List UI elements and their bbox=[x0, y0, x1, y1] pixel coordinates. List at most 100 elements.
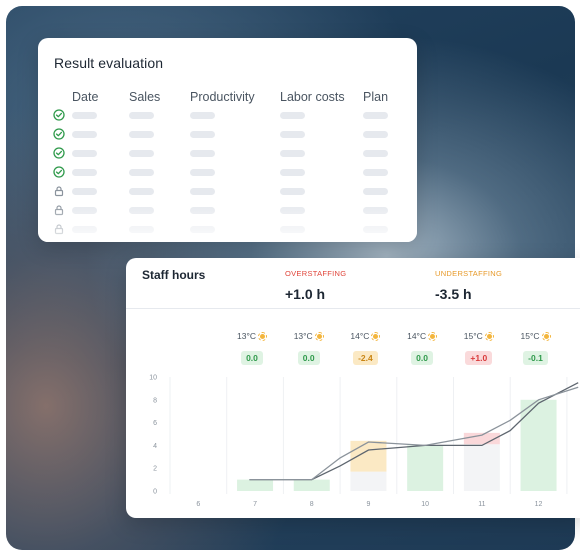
sun-icon bbox=[258, 331, 267, 341]
placeholder-bar bbox=[190, 169, 215, 176]
sun-icon bbox=[484, 331, 494, 341]
y-tick-label: 10 bbox=[149, 375, 157, 382]
x-tick-label: 11 bbox=[478, 501, 485, 508]
placeholder-bar bbox=[190, 112, 215, 119]
bar-segment bbox=[293, 479, 330, 491]
staffing-delta-badge: 0.0 bbox=[297, 351, 320, 365]
staff-hours-chart: 0 2 4 6 8 10 6 7 8 9 10 11 12 bbox=[149, 375, 579, 508]
temperature: 13°C bbox=[294, 331, 324, 341]
column-productivity: Productivity bbox=[190, 90, 255, 104]
placeholder-bar bbox=[129, 188, 154, 195]
x-tick-label: 7 bbox=[253, 501, 257, 508]
placeholder-bar bbox=[190, 131, 215, 138]
day-summary: 15°C +1.0 bbox=[453, 326, 505, 366]
sun-icon bbox=[541, 331, 551, 341]
column-labor-costs: Labor costs bbox=[280, 90, 345, 104]
check-circle-icon bbox=[53, 147, 65, 159]
y-tick-label: 8 bbox=[153, 397, 157, 404]
placeholder-bar bbox=[280, 169, 305, 176]
day-summary: 14°C -2.4 bbox=[339, 326, 391, 366]
bar-segment bbox=[520, 399, 557, 491]
header-divider bbox=[126, 308, 580, 309]
placeholder-bar bbox=[129, 112, 154, 119]
bar-segment bbox=[463, 432, 500, 445]
placeholder-bar bbox=[129, 150, 154, 157]
staff-hours-title: Staff hours bbox=[142, 268, 206, 282]
day-summary: 13°C 0.0 bbox=[283, 326, 335, 366]
placeholder-bar bbox=[72, 150, 97, 157]
understaffing-value: -3.5 h bbox=[435, 286, 472, 302]
evaluation-row bbox=[38, 106, 417, 125]
column-plan: Plan bbox=[363, 90, 389, 104]
bar-segment bbox=[407, 445, 444, 491]
result-evaluation-card: Result evaluation Date Sales Productivit… bbox=[38, 38, 417, 242]
placeholder-bar bbox=[72, 188, 97, 195]
evaluation-row bbox=[38, 163, 417, 182]
evaluation-row bbox=[38, 182, 417, 201]
check-circle-icon bbox=[53, 109, 65, 121]
result-evaluation-title: Result evaluation bbox=[54, 55, 164, 71]
staff-hours-card: Staff hours OVERSTAFFING +1.0 h UNDERSTA… bbox=[126, 258, 580, 518]
placeholder-bar bbox=[363, 150, 388, 157]
x-tick-label: 12 bbox=[535, 501, 543, 508]
check-circle-icon bbox=[53, 166, 65, 178]
staffing-delta-badge: +1.0 bbox=[465, 351, 493, 365]
temperature-value: 15°C bbox=[463, 331, 483, 341]
sun-icon bbox=[428, 331, 438, 341]
lock-icon bbox=[54, 186, 64, 197]
placeholder-bar bbox=[129, 169, 154, 176]
overstaffing-value: +1.0 h bbox=[285, 286, 326, 302]
column-sales: Sales bbox=[129, 90, 161, 104]
x-tick-label: 9 bbox=[366, 501, 370, 508]
placeholder-bar bbox=[190, 150, 215, 157]
y-tick-label: 6 bbox=[153, 420, 157, 427]
temperature: 13°C bbox=[237, 331, 267, 341]
staffing-delta-badge: -0.1 bbox=[523, 351, 548, 365]
placeholder-bar bbox=[363, 112, 388, 119]
placeholder-bar bbox=[280, 112, 305, 119]
placeholder-bar bbox=[280, 188, 305, 195]
temperature-value: 15°C bbox=[520, 331, 540, 341]
placeholder-bar bbox=[72, 131, 97, 138]
placeholder-bar bbox=[190, 188, 215, 195]
evaluation-row bbox=[38, 144, 417, 163]
day-summary: 14°C 0.0 bbox=[396, 326, 448, 366]
placeholder-bar bbox=[280, 131, 305, 138]
understaffing-label: UNDERSTAFFING bbox=[435, 269, 503, 278]
column-date: Date bbox=[72, 90, 99, 104]
day-summary: 15°C -0.1 bbox=[510, 326, 562, 366]
temperature-value: 14°C bbox=[350, 331, 370, 341]
staffing-delta-badge: -2.4 bbox=[353, 351, 378, 365]
bar-segment bbox=[350, 471, 387, 491]
x-tick-label: 10 bbox=[421, 501, 429, 508]
bar-segment bbox=[237, 479, 274, 491]
y-tick-label: 4 bbox=[153, 443, 157, 450]
placeholder-bar bbox=[363, 131, 388, 138]
placeholder-bar bbox=[72, 112, 97, 119]
temperature-value: 13°C bbox=[293, 331, 313, 341]
check-circle-icon bbox=[53, 128, 65, 140]
x-tick-label: 6 bbox=[196, 501, 200, 508]
evaluation-row bbox=[38, 125, 417, 144]
placeholder-bar bbox=[363, 169, 388, 176]
overstaffing-label: OVERSTAFFING bbox=[285, 269, 347, 278]
staffing-delta-badge: 0.0 bbox=[411, 351, 433, 365]
fade-overlay bbox=[38, 202, 417, 242]
temperature: 15°C bbox=[521, 331, 551, 341]
temperature: 14°C bbox=[407, 331, 438, 341]
temperature: 15°C bbox=[464, 331, 494, 341]
day-summary: 13°C 0.0 bbox=[226, 326, 278, 366]
staffing-delta-badge: 0.0 bbox=[241, 351, 263, 365]
temperature-value: 14°C bbox=[407, 331, 427, 341]
placeholder-bar bbox=[280, 150, 305, 157]
x-tick-label: 8 bbox=[310, 501, 314, 508]
bar-segment bbox=[463, 444, 500, 491]
sun-icon bbox=[314, 331, 324, 341]
bar-segment bbox=[350, 440, 387, 472]
temperature-value: 13°C bbox=[237, 331, 256, 341]
y-tick-label: 2 bbox=[153, 466, 157, 473]
sun-icon bbox=[371, 331, 381, 341]
trend-line bbox=[249, 386, 579, 481]
temperature: 14°C bbox=[350, 331, 381, 341]
placeholder-bar bbox=[72, 169, 97, 176]
